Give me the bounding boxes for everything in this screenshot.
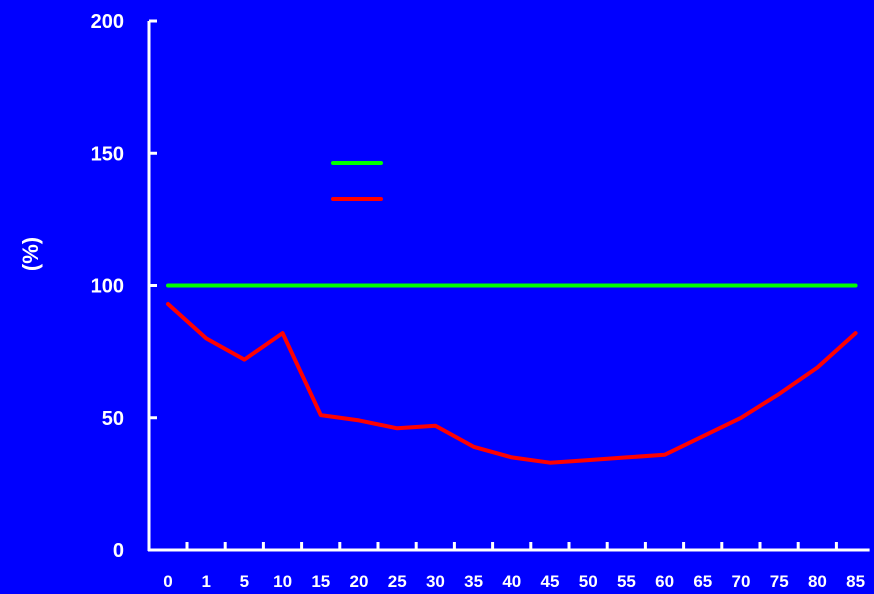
x-tick-label: 45	[541, 572, 560, 591]
x-tick-label: 25	[388, 572, 407, 591]
y-axis-label: (%)	[18, 237, 43, 271]
x-tick-label: 40	[502, 572, 521, 591]
x-tick-label: 55	[617, 572, 636, 591]
x-tick-label: 80	[808, 572, 827, 591]
y-tick-label: 50	[102, 408, 124, 430]
y-axis-ticks: 0 50 100 150 200	[91, 11, 157, 562]
x-tick-label: 20	[350, 572, 369, 591]
series-line-2	[166, 302, 858, 465]
x-tick-label: 30	[426, 572, 445, 591]
y-tick-label: 150	[91, 143, 124, 165]
y-tick-label: 0	[113, 540, 124, 562]
y-tick-label: 100	[91, 276, 124, 298]
x-tick-label: 35	[464, 572, 483, 591]
y-tick-label: 200	[91, 11, 124, 33]
x-tick-label: 85	[846, 572, 865, 591]
x-tick-label: 75	[770, 572, 789, 591]
x-tick-label: 65	[693, 572, 712, 591]
x-tick-label: 1	[201, 572, 210, 591]
x-tick-label: 60	[655, 572, 674, 591]
x-tick-label: 15	[311, 572, 330, 591]
series-layer	[166, 283, 858, 465]
x-tick-label: 0	[163, 572, 172, 591]
x-tick-label: 10	[273, 572, 292, 591]
x-axis-ticks: 0 1 5 10 15 20 25 30 35 40 45 50 55 60 65 70 75 80 85	[163, 542, 865, 591]
legend	[331, 161, 383, 201]
x-tick-label: 50	[579, 572, 598, 591]
x-tick-label: 5	[240, 572, 249, 591]
x-tick-label: 70	[732, 572, 751, 591]
